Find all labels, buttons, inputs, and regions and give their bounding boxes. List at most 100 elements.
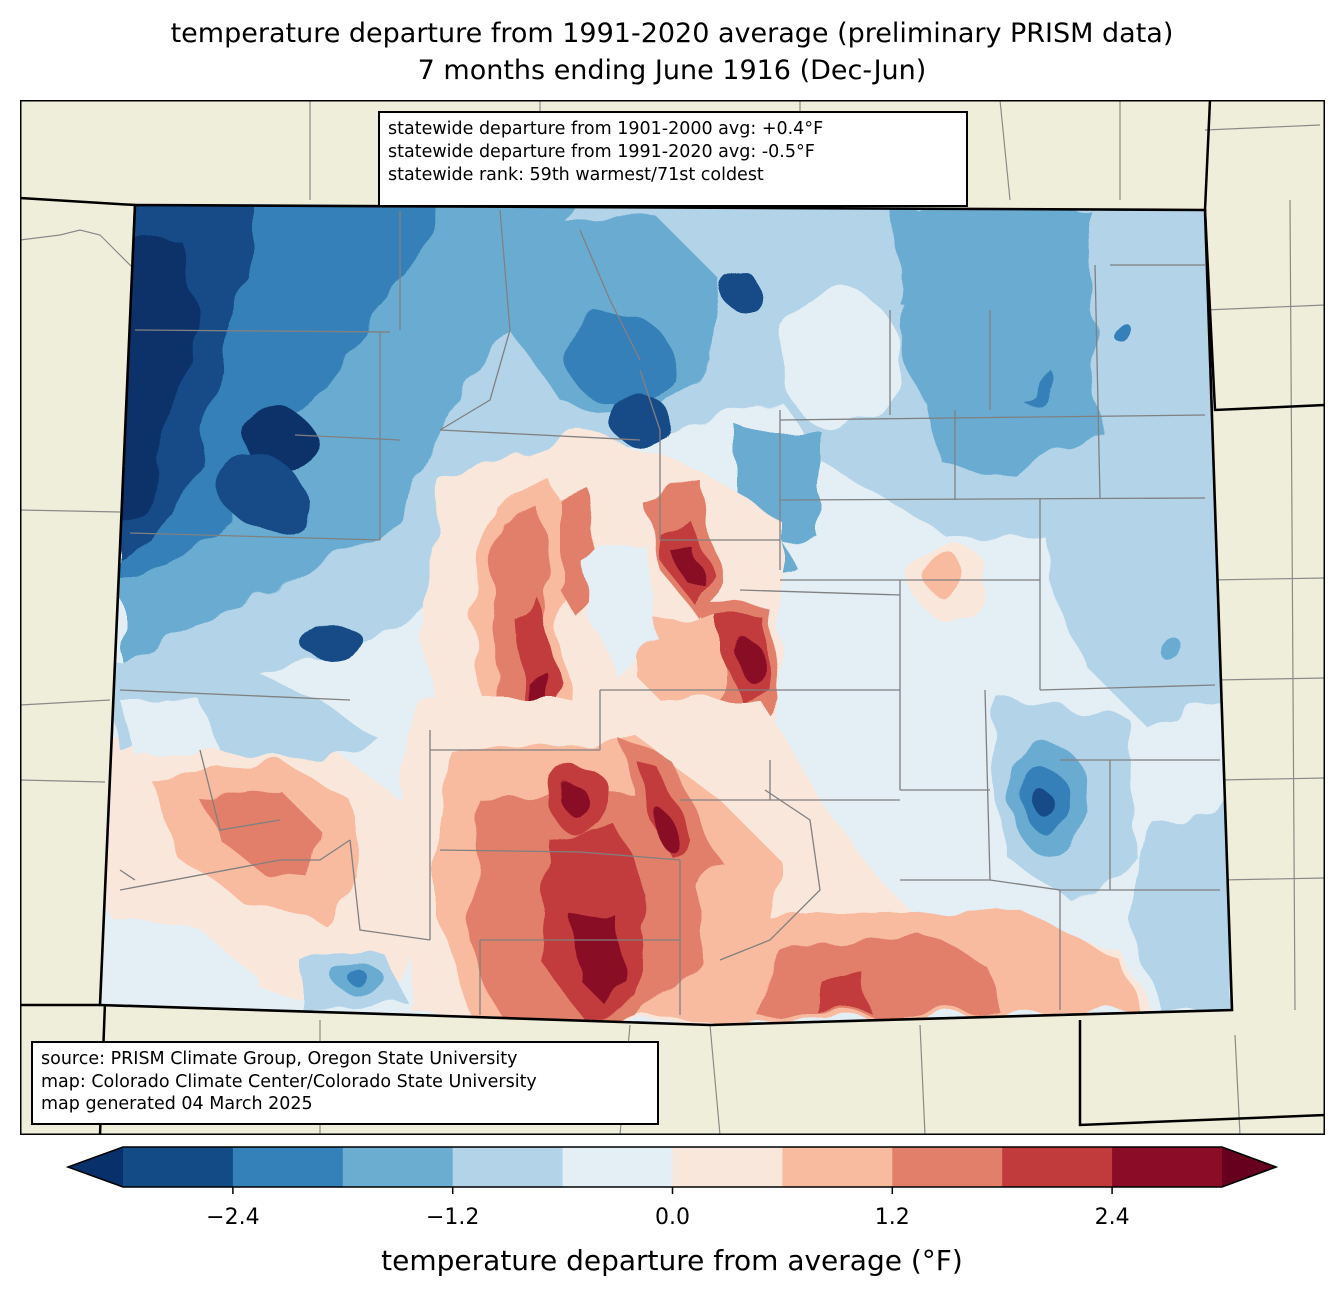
temperature-field (100, 205, 1232, 1025)
colorbar-bin (452, 1147, 564, 1187)
county-line (984, 689, 991, 881)
field-contour (1158, 636, 1182, 660)
colorbar-bin (782, 1147, 893, 1187)
colorbar-tick-label: −2.4 (206, 1205, 260, 1230)
colorado-county-lines (119, 209, 1220, 1015)
field-contour (1130, 800, 1232, 1010)
county-line (639, 369, 661, 540)
field-contour (653, 806, 677, 854)
field-contour (895, 205, 1055, 430)
field-contour (200, 790, 320, 880)
colorbar-under-arrow (68, 1147, 123, 1187)
county-line (199, 749, 281, 831)
county-line (349, 839, 431, 941)
neighbor-county-line (999, 100, 1011, 201)
field-contour (565, 314, 675, 406)
colorbar-bin (892, 1147, 1003, 1187)
field-contour (100, 920, 260, 1005)
field-contour (670, 550, 700, 580)
county-line (439, 429, 641, 441)
colorbar-label: temperature departure from average (°F) (381, 1244, 963, 1277)
colorbar-tick-label: −1.2 (425, 1205, 480, 1230)
field-contour (575, 915, 625, 1000)
neighbor-county-line (1209, 577, 1325, 581)
county-line (1039, 684, 1216, 691)
county-line (119, 839, 351, 891)
county-line (119, 689, 351, 701)
county-line (579, 851, 681, 861)
county-line (294, 434, 401, 441)
source-box: source: PRISM Climate Group, Oregon Stat… (31, 1041, 659, 1125)
neighbor-county-line (919, 1024, 926, 1135)
colorbar-outline (65, 1146, 1279, 1188)
neighbor-county-line (1289, 199, 1296, 1011)
county-line (134, 329, 391, 333)
county-line (739, 589, 901, 596)
county-line (119, 869, 136, 881)
county-line (129, 532, 381, 541)
colorbar-bin (672, 1147, 783, 1187)
field-contour (1110, 320, 1130, 340)
map-panel (20, 100, 1325, 1135)
stats-line-1991-2020: statewide departure from 1991-2020 avg: … (388, 142, 815, 162)
neighbor-county-line (20, 779, 106, 783)
field-contour (1029, 789, 1051, 811)
county-line (439, 849, 581, 853)
field-contour (780, 290, 900, 430)
field-contour (610, 395, 670, 445)
colorbar-tick-label: 0.0 (655, 1205, 690, 1230)
colorbar (65, 1146, 1279, 1194)
colorbar-tick-label: 1.2 (874, 1205, 910, 1230)
neighbor-state-border (1078, 1020, 1325, 1127)
county-line (579, 229, 641, 361)
county-line (719, 789, 821, 961)
neighbor-county-line (20, 699, 111, 706)
county-line (1094, 264, 1101, 499)
neighbor-county-line (20, 509, 121, 513)
county-line (779, 497, 1206, 501)
neighbor-county-line (709, 1024, 721, 1135)
field-contour (736, 642, 764, 678)
chart-subtitle: 7 months ending June 1916 (Dec-Jun) (417, 55, 927, 86)
county-line (439, 209, 511, 431)
colorbar-bin (342, 1147, 454, 1187)
map-frame (20, 100, 1325, 1135)
neighbor-county-line (1204, 304, 1325, 311)
colorbar-tick-label: 2.4 (1094, 1205, 1130, 1230)
field-contour (120, 240, 200, 520)
field-contour (350, 972, 370, 988)
field-contour (120, 700, 220, 760)
colorbar-bin (1002, 1147, 1113, 1187)
neighbor-county-line (1219, 877, 1325, 881)
field-contour (580, 540, 660, 680)
map-credit-line: map: Colorado Climate Center/Colorado St… (41, 1071, 537, 1092)
neighbor-county-line (1204, 124, 1321, 131)
colorbar-bin (562, 1147, 674, 1187)
field-contour (925, 553, 965, 597)
colorbar-bin (123, 1147, 234, 1187)
source-line: source: PRISM Climate Group, Oregon Stat… (41, 1049, 518, 1069)
field-contour (720, 272, 760, 308)
field-contour (300, 620, 360, 660)
field-contour (640, 620, 720, 720)
chart-title: temperature departure from 1991-2020 ave… (170, 18, 1174, 49)
statewide-stats-box: statewide departure from 1901-2000 avg: … (378, 111, 968, 207)
neighbor-state-border (1203, 100, 1212, 211)
colorado-state-border (98, 203, 1234, 1027)
neighbor-state-border (20, 196, 136, 207)
county-line (900, 879, 1061, 1010)
stats-line-1901-2000: statewide departure from 1901-2000 avg: … (388, 119, 824, 139)
field-contour (563, 785, 587, 815)
neighbor-county-line (1219, 777, 1325, 781)
neighbor-county-line (1214, 677, 1325, 681)
neighbor-county-line (20, 229, 136, 271)
stats-line-rank: statewide rank: 59th warmest/71st coldes… (388, 165, 764, 185)
field-contour (213, 450, 307, 530)
colorbar-bin (232, 1147, 344, 1187)
field-contour (1040, 510, 1230, 720)
county-line (779, 414, 1206, 421)
colorbar-bin (1112, 1147, 1223, 1187)
generated-date-line: map generated 04 March 2025 (41, 1094, 313, 1114)
colorbar-over-arrow (1222, 1147, 1276, 1187)
field-contour (820, 970, 870, 1015)
